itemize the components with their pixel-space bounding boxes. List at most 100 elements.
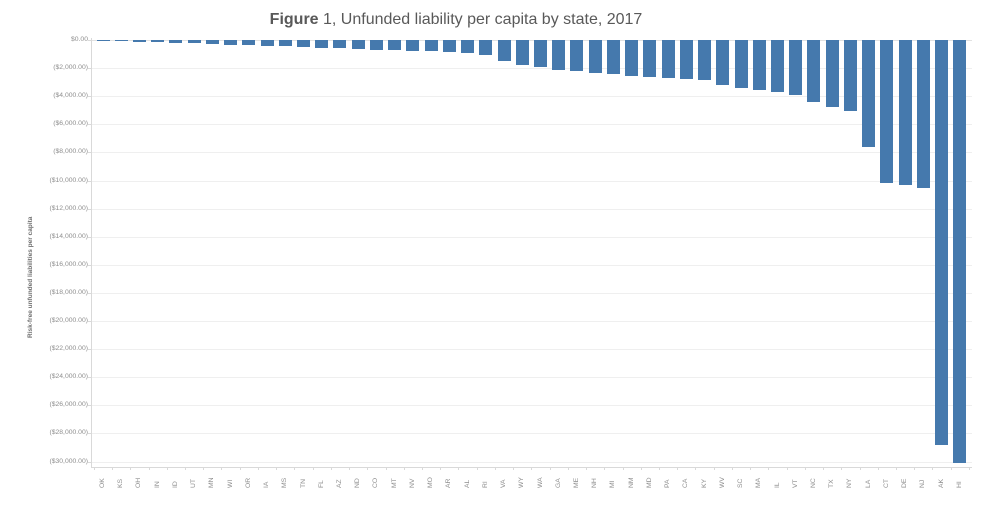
y-axis-tick — [88, 180, 91, 182]
x-axis-tick — [877, 467, 879, 470]
x-axis-tick-label-md: MD — [645, 477, 653, 488]
x-axis-tick-label-ks: KS — [117, 478, 125, 488]
y-axis-tick — [88, 208, 91, 210]
x-axis-tick — [494, 467, 496, 470]
bar-nm — [625, 40, 639, 76]
x-axis-tick-label-nm: NM — [627, 477, 635, 488]
bar-ct — [880, 40, 894, 183]
gridline — [92, 124, 972, 126]
x-axis-tick — [604, 467, 606, 470]
x-axis-tick — [859, 467, 861, 470]
x-axis-tick-label-tx: TX — [828, 479, 836, 488]
x-axis-tick-label-co: CO — [372, 477, 380, 488]
x-axis-tick — [622, 467, 624, 470]
x-axis-tick-label-ak: AK — [937, 478, 945, 488]
y-axis-tick-label: ($10,000.00) — [49, 176, 88, 184]
x-axis-tick — [841, 467, 843, 470]
y-axis-tick-label: ($6,000.00) — [53, 120, 88, 128]
bar-me — [570, 40, 584, 71]
x-axis-tick-label-ia: IA — [263, 481, 271, 488]
bar-oh — [132, 40, 146, 42]
bar-md — [643, 40, 657, 78]
y-axis-tick — [88, 236, 91, 238]
y-axis-tick — [88, 40, 91, 41]
x-axis-tick-label-wi: WI — [226, 479, 234, 488]
x-axis-tick — [968, 467, 970, 470]
bar-ms — [278, 40, 292, 47]
bar-nv — [406, 40, 420, 51]
y-axis-tick — [88, 68, 91, 70]
y-axis-tick — [88, 264, 91, 266]
x-axis-tick-label-ga: GA — [554, 478, 562, 488]
x-axis-tick — [586, 467, 588, 470]
gridline — [92, 264, 972, 266]
bar-al — [461, 40, 475, 54]
x-axis-tick — [349, 467, 351, 470]
x-axis-tick — [330, 467, 332, 470]
x-axis-tick — [476, 467, 478, 470]
x-axis-tick-label-ky: KY — [700, 478, 708, 488]
bar-ak — [935, 40, 949, 445]
x-axis-tick-label-la: LA — [864, 479, 872, 488]
bar-ma — [752, 40, 766, 90]
x-axis-tick-label-fl: FL — [317, 480, 325, 488]
y-axis-tick — [88, 433, 91, 435]
x-axis-tick — [713, 467, 715, 470]
gridline — [92, 377, 972, 379]
y-axis-tick — [88, 292, 91, 294]
x-axis-tick-label-wa: WA — [536, 477, 544, 488]
bar-ca — [679, 40, 693, 79]
x-axis-tick — [385, 467, 387, 470]
y-axis-tick — [88, 461, 91, 463]
x-axis-tick — [112, 467, 114, 470]
y-axis-tick — [88, 152, 91, 154]
bar-sc — [734, 40, 748, 89]
x-axis-tick — [185, 467, 187, 470]
chart-title-bold: Figure — [269, 11, 319, 28]
x-axis-tick — [403, 467, 405, 470]
y-axis-tick — [88, 96, 91, 98]
x-axis-tick-label-al: AL — [463, 479, 471, 488]
y-axis-tick-label: ($16,000.00) — [49, 260, 88, 268]
x-axis-tick-label-il: IL — [773, 482, 781, 488]
bar-in — [151, 40, 165, 43]
y-axis-tick-label: ($18,000.00) — [49, 288, 88, 296]
gridline — [92, 208, 972, 210]
y-axis-tick-label: ($2,000.00) — [53, 64, 88, 72]
bar-ri — [479, 40, 493, 55]
x-axis-tick-label-ny: NY — [846, 478, 854, 488]
y-axis-tick-label: ($24,000.00) — [49, 373, 88, 381]
bar-wi — [224, 40, 238, 45]
x-axis-tick — [294, 467, 296, 470]
bar-nj — [916, 40, 930, 189]
bar-vt — [789, 40, 803, 95]
x-axis-tick-label-id: ID — [171, 481, 179, 488]
y-axis-tick-label: ($14,000.00) — [49, 232, 88, 240]
gridline — [92, 152, 972, 154]
gridline — [92, 96, 972, 98]
x-axis-tick — [531, 467, 533, 470]
x-axis-tick-label-mo: MO — [427, 477, 435, 488]
x-axis-tick — [549, 467, 551, 470]
x-axis-tick — [567, 467, 569, 470]
bar-pa — [661, 40, 675, 78]
bar-wv — [716, 40, 730, 85]
bar-ut — [187, 40, 201, 44]
y-axis-tick-label: ($8,000.00) — [53, 148, 88, 156]
x-axis-tick — [221, 467, 223, 470]
y-axis-tick-label: ($20,000.00) — [49, 317, 88, 324]
bar-nd — [351, 40, 365, 50]
gridline — [92, 180, 972, 182]
x-axis-tick-label-ct: CT — [882, 478, 890, 488]
x-axis-tick — [932, 467, 934, 470]
gridline — [92, 321, 972, 322]
bar-tx — [825, 40, 839, 107]
x-axis-tick-label-or: OR — [244, 477, 252, 488]
x-axis-tick-label-sc: SC — [737, 478, 745, 488]
y-axis-tick-label: ($30,000.00) — [49, 457, 88, 465]
gridline — [92, 40, 972, 41]
bar-fl — [315, 40, 329, 48]
gridline — [92, 236, 972, 238]
bar-or — [242, 40, 256, 46]
